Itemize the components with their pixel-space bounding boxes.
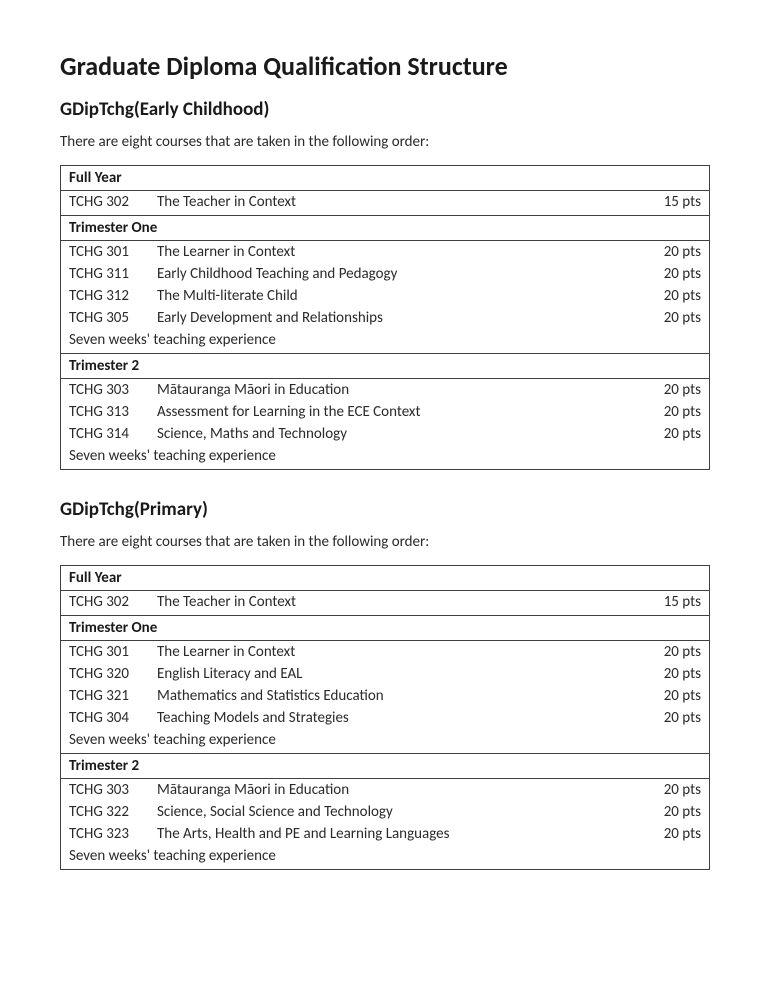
- course-code: TCHG 302: [69, 193, 157, 211]
- course-points: 20 pts: [641, 665, 701, 683]
- course-table: Full YearTCHG 302The Teacher in Context1…: [60, 165, 710, 470]
- course-title: Mathematics and Statistics Education: [157, 687, 641, 705]
- course-row: TCHG 304Teaching Models and Strategies20…: [61, 707, 709, 729]
- course-row: TCHG 322Science, Social Science and Tech…: [61, 801, 709, 823]
- course-code: TCHG 303: [69, 381, 157, 399]
- program-heading: GDipTchg(Early Childhood): [60, 98, 708, 121]
- course-points: 20 pts: [641, 425, 701, 443]
- course-title: The Arts, Health and PE and Learning Lan…: [157, 825, 641, 843]
- course-code: TCHG 301: [69, 243, 157, 261]
- course-row: TCHG 302The Teacher in Context15 pts: [61, 191, 709, 213]
- section-header: Trimester One: [61, 216, 709, 241]
- page-title: Graduate Diploma Qualification Structure: [60, 50, 708, 82]
- course-title: The Learner in Context: [157, 643, 641, 661]
- course-title: Teaching Models and Strategies: [157, 709, 641, 727]
- course-points: 20 pts: [641, 243, 701, 261]
- programs-container: GDipTchg(Early Childhood) There are eight…: [60, 98, 708, 870]
- section-body: TCHG 302The Teacher in Context15 pts: [61, 191, 709, 216]
- course-title: Science, Maths and Technology: [157, 425, 641, 443]
- course-code: TCHG 311: [69, 265, 157, 283]
- course-row: TCHG 320English Literacy and EAL20 pts: [61, 663, 709, 685]
- course-points: 20 pts: [641, 781, 701, 799]
- course-row: TCHG 303Mātauranga Māori in Education20 …: [61, 379, 709, 401]
- program-heading: GDipTchg(Primary): [60, 498, 708, 521]
- course-title: Science, Social Science and Technology: [157, 803, 641, 821]
- course-code: TCHG 303: [69, 781, 157, 799]
- course-title: The Teacher in Context: [157, 593, 641, 611]
- course-row: TCHG 303Mātauranga Māori in Education20 …: [61, 779, 709, 801]
- course-title: Mātauranga Māori in Education: [157, 781, 641, 799]
- course-row: TCHG 313Assessment for Learning in the E…: [61, 401, 709, 423]
- section-header: Full Year: [61, 566, 709, 591]
- course-points: 20 pts: [641, 643, 701, 661]
- section-note: Seven weeks' teaching experience: [61, 729, 709, 751]
- course-row: TCHG 302The Teacher in Context15 pts: [61, 591, 709, 613]
- section-note: Seven weeks' teaching experience: [61, 445, 709, 467]
- section-body: TCHG 302The Teacher in Context15 pts: [61, 591, 709, 616]
- course-points: 15 pts: [641, 193, 701, 211]
- course-code: TCHG 321: [69, 687, 157, 705]
- course-title: The Teacher in Context: [157, 193, 641, 211]
- course-points: 20 pts: [641, 265, 701, 283]
- course-title: The Multi-literate Child: [157, 287, 641, 305]
- section-header: Trimester 2: [61, 754, 709, 779]
- course-code: TCHG 322: [69, 803, 157, 821]
- course-row: TCHG 301The Learner in Context20 pts: [61, 641, 709, 663]
- course-title: Mātauranga Māori in Education: [157, 381, 641, 399]
- course-code: TCHG 301: [69, 643, 157, 661]
- course-points: 20 pts: [641, 309, 701, 327]
- course-points: 15 pts: [641, 593, 701, 611]
- course-title: The Learner in Context: [157, 243, 641, 261]
- course-row: TCHG 323The Arts, Health and PE and Lear…: [61, 823, 709, 845]
- section-body: TCHG 303Mātauranga Māori in Education20 …: [61, 379, 709, 469]
- course-points: 20 pts: [641, 825, 701, 843]
- course-code: TCHG 320: [69, 665, 157, 683]
- section-body: TCHG 301The Learner in Context20 ptsTCHG…: [61, 241, 709, 354]
- course-row: TCHG 305Early Development and Relationsh…: [61, 307, 709, 329]
- course-code: TCHG 314: [69, 425, 157, 443]
- section-header: Full Year: [61, 166, 709, 191]
- course-points: 20 pts: [641, 287, 701, 305]
- course-row: TCHG 312The Multi-literate Child20 pts: [61, 285, 709, 307]
- course-title: Early Childhood Teaching and Pedagogy: [157, 265, 641, 283]
- section-note: Seven weeks' teaching experience: [61, 329, 709, 351]
- section-header: Trimester One: [61, 616, 709, 641]
- section-header: Trimester 2: [61, 354, 709, 379]
- course-code: TCHG 305: [69, 309, 157, 327]
- program-intro: There are eight courses that are taken i…: [60, 533, 708, 551]
- course-title: Assessment for Learning in the ECE Conte…: [157, 403, 641, 421]
- course-table: Full YearTCHG 302The Teacher in Context1…: [60, 565, 710, 870]
- course-points: 20 pts: [641, 403, 701, 421]
- section-body: TCHG 303Mātauranga Māori in Education20 …: [61, 779, 709, 869]
- course-code: TCHG 302: [69, 593, 157, 611]
- course-row: TCHG 321Mathematics and Statistics Educa…: [61, 685, 709, 707]
- course-title: English Literacy and EAL: [157, 665, 641, 683]
- course-code: TCHG 313: [69, 403, 157, 421]
- course-row: TCHG 301The Learner in Context20 pts: [61, 241, 709, 263]
- course-points: 20 pts: [641, 381, 701, 399]
- course-code: TCHG 304: [69, 709, 157, 727]
- course-points: 20 pts: [641, 803, 701, 821]
- course-title: Early Development and Relationships: [157, 309, 641, 327]
- course-row: TCHG 314Science, Maths and Technology20 …: [61, 423, 709, 445]
- program-intro: There are eight courses that are taken i…: [60, 133, 708, 151]
- section-body: TCHG 301The Learner in Context20 ptsTCHG…: [61, 641, 709, 754]
- course-code: TCHG 312: [69, 287, 157, 305]
- course-code: TCHG 323: [69, 825, 157, 843]
- course-points: 20 pts: [641, 687, 701, 705]
- course-points: 20 pts: [641, 709, 701, 727]
- course-row: TCHG 311Early Childhood Teaching and Ped…: [61, 263, 709, 285]
- section-note: Seven weeks' teaching experience: [61, 845, 709, 867]
